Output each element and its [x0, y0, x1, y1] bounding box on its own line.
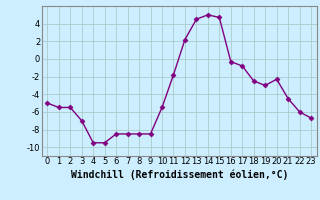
X-axis label: Windchill (Refroidissement éolien,°C): Windchill (Refroidissement éolien,°C) — [70, 169, 288, 180]
